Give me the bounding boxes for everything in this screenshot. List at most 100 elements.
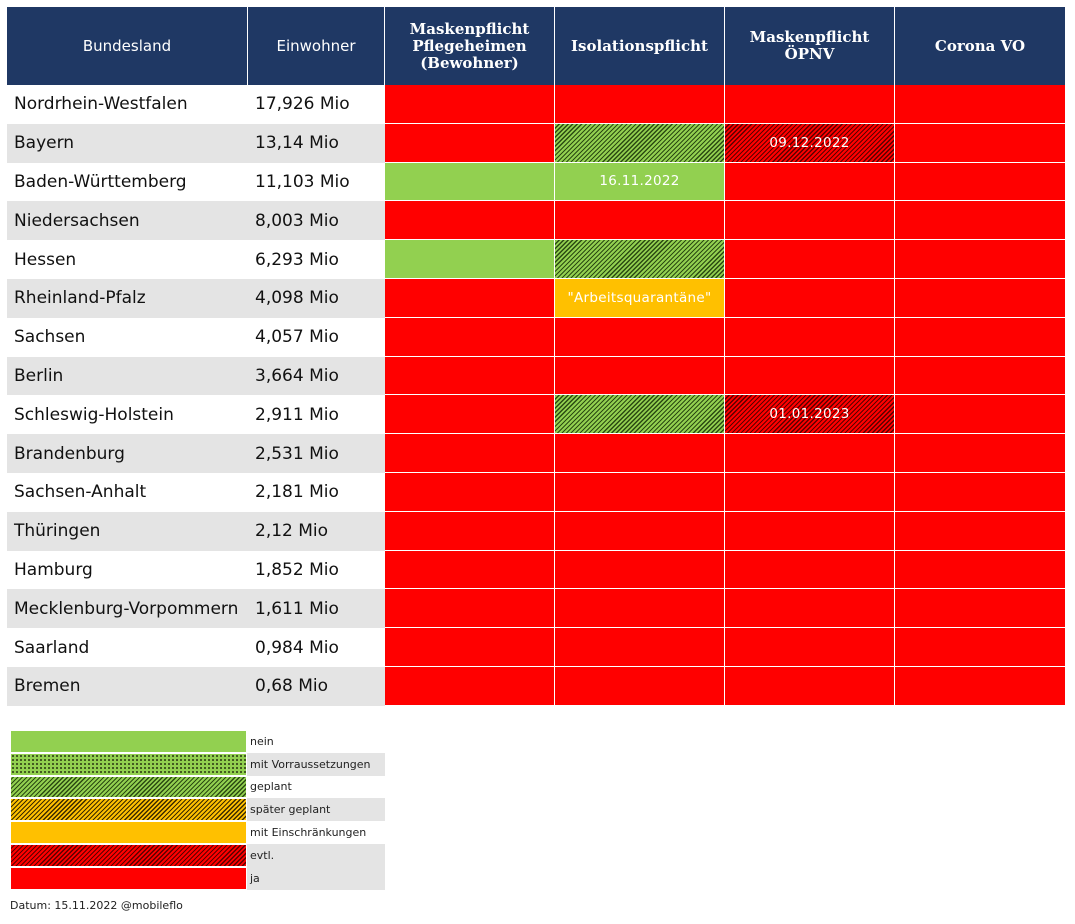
state-name: Bayern bbox=[7, 123, 248, 163]
state-name: Brandenburg bbox=[7, 434, 248, 473]
state-name: Sachsen-Anhalt bbox=[14, 482, 147, 503]
population: 4,098 Mio bbox=[248, 278, 385, 318]
status-cell: 01.01.2023 bbox=[725, 395, 895, 435]
status-cell bbox=[895, 240, 1066, 279]
status-cell bbox=[385, 395, 555, 435]
status-cell bbox=[555, 356, 725, 396]
status-cell bbox=[725, 550, 895, 590]
status-cell bbox=[895, 511, 1066, 551]
status-cell bbox=[895, 550, 1066, 590]
status-cell bbox=[385, 550, 555, 590]
status-cell bbox=[895, 434, 1066, 473]
status-cell bbox=[555, 550, 725, 590]
legend-swatch bbox=[10, 843, 247, 867]
status-cell bbox=[895, 628, 1066, 667]
header-cell: Isolationspflicht bbox=[555, 7, 725, 85]
table: Bundesland Einwohner Maskenpflicht Pflegeh… bbox=[7, 7, 1066, 706]
state-name: Sachsen bbox=[14, 327, 86, 348]
header-cell: Maskenpflicht Pflegeheimen (Bewohner) bbox=[385, 7, 555, 85]
legend-swatch bbox=[10, 798, 247, 822]
state-name: Hessen bbox=[14, 249, 77, 270]
legend-label: später geplant bbox=[247, 798, 385, 822]
state-name: Schleswig-Holstein bbox=[14, 404, 174, 425]
status-cell bbox=[895, 85, 1066, 124]
state-name: Hamburg bbox=[14, 559, 93, 580]
status-cell bbox=[725, 472, 895, 512]
legend-label: nein bbox=[250, 734, 274, 748]
status-cell bbox=[555, 123, 725, 163]
state-name: Rheinland-Pfalz bbox=[7, 278, 248, 318]
status-cell bbox=[555, 85, 725, 124]
population: 4,057 Mio bbox=[255, 327, 339, 348]
legend-label: ja bbox=[247, 866, 385, 890]
header-cell: Maskenpflicht ÖPNV bbox=[725, 7, 895, 85]
state-name: Saarland bbox=[14, 637, 90, 658]
status-cell bbox=[385, 511, 555, 551]
status-cell bbox=[385, 434, 555, 473]
status-cell bbox=[895, 278, 1066, 318]
status-cell bbox=[555, 666, 725, 706]
status-cell bbox=[895, 162, 1066, 202]
status-cell bbox=[385, 201, 555, 241]
status-cell bbox=[895, 589, 1066, 629]
status-cell bbox=[385, 628, 555, 667]
state-name: Nordrhein-Westfalen bbox=[14, 94, 188, 115]
status-cell bbox=[895, 666, 1066, 706]
status-cell bbox=[725, 278, 895, 318]
state-name: Niedersachsen bbox=[7, 201, 248, 241]
population: 1,852 Mio bbox=[255, 559, 339, 580]
population: 2,911 Mio bbox=[255, 404, 339, 425]
status-cell bbox=[555, 395, 725, 435]
legend-label: geplant bbox=[250, 780, 292, 794]
status-cell bbox=[385, 317, 555, 357]
status-cell bbox=[385, 278, 555, 318]
status-cell bbox=[725, 162, 895, 202]
legend: nein mit Vorraussetzungen geplant später ge… bbox=[10, 730, 385, 890]
status-cell: 16.11.2022 bbox=[555, 162, 725, 202]
status-cell bbox=[895, 395, 1066, 435]
status-cell bbox=[385, 123, 555, 163]
population: 2,12 Mio bbox=[248, 511, 385, 551]
population: 0,984 Mio bbox=[255, 637, 339, 658]
status-cell bbox=[725, 201, 895, 241]
status-cell bbox=[385, 666, 555, 706]
status-cell bbox=[725, 240, 895, 279]
status-cell bbox=[555, 628, 725, 667]
status-cell bbox=[555, 511, 725, 551]
state-name: Thüringen bbox=[7, 511, 248, 551]
legend-swatch bbox=[10, 866, 247, 890]
status-cell: 09.12.2022 bbox=[725, 123, 895, 163]
status-cell bbox=[385, 85, 555, 124]
status-cell bbox=[385, 162, 555, 202]
status-cell bbox=[725, 317, 895, 357]
population: 11,103 Mio bbox=[255, 171, 350, 192]
legend-label: evtl. bbox=[247, 843, 385, 867]
status-cell bbox=[555, 434, 725, 473]
header-cell: Einwohner bbox=[248, 7, 385, 85]
population: 8,003 Mio bbox=[248, 201, 385, 241]
state-name: Mecklenburg-Vorpommern bbox=[7, 589, 248, 629]
status-cell bbox=[725, 511, 895, 551]
status-cell bbox=[555, 317, 725, 357]
header-cell: Corona VO bbox=[895, 7, 1066, 85]
status-cell: "Arbeitsquarantäne" bbox=[555, 278, 725, 318]
status-cell bbox=[385, 356, 555, 396]
status-cell bbox=[725, 85, 895, 124]
status-cell bbox=[555, 589, 725, 629]
state-name: Baden-Württemberg bbox=[14, 171, 187, 192]
footer: Datum: 15.11.2022 @mobileflo bbox=[10, 899, 183, 912]
state-name: Berlin bbox=[7, 356, 248, 396]
status-cell bbox=[555, 201, 725, 241]
population: 2,181 Mio bbox=[255, 482, 339, 503]
status-cell bbox=[725, 628, 895, 667]
status-cell bbox=[385, 240, 555, 279]
population: 6,293 Mio bbox=[255, 249, 339, 270]
state-name: Bremen bbox=[7, 666, 248, 706]
population: 1,611 Mio bbox=[248, 589, 385, 629]
status-cell bbox=[555, 240, 725, 279]
header-cell: Bundesland bbox=[7, 7, 248, 85]
status-cell bbox=[385, 472, 555, 512]
status-cell bbox=[725, 589, 895, 629]
population: 3,664 Mio bbox=[248, 356, 385, 396]
